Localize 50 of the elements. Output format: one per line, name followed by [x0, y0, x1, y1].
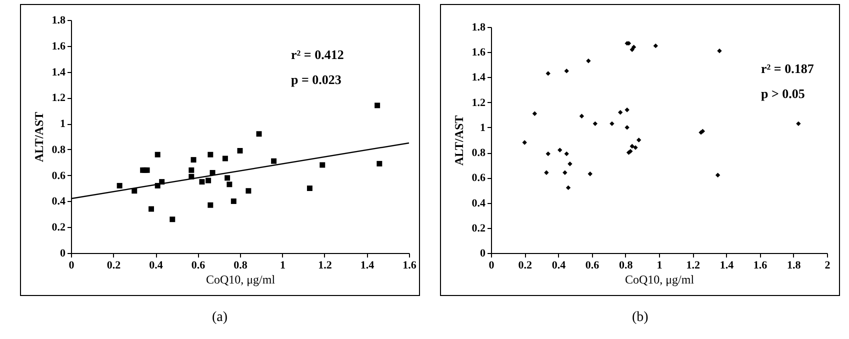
y-tick-label: 0.2: [472, 222, 486, 234]
text: (a): [212, 310, 228, 326]
x-tick-label: 1.6: [402, 260, 417, 272]
y-axis-title: ALT/AST: [32, 112, 46, 162]
x-axis-title: CoQ10, μg/ml: [206, 272, 276, 286]
y-axis-title: ALT/AST: [452, 115, 466, 166]
x-tick-label: 0.8: [234, 260, 248, 272]
y-tick-label: 0.6: [52, 170, 66, 182]
x-tick-label: 0.2: [518, 260, 532, 272]
x-tick-label: 0.2: [106, 260, 122, 272]
annotation: p > 0.05: [761, 86, 806, 101]
x-tick-label: 1.6: [753, 260, 768, 272]
x-tick-label: 0.6: [191, 260, 206, 272]
x-tick-label: 0.8: [619, 260, 634, 272]
text: (b): [632, 310, 648, 326]
x-tick-label: 0: [488, 260, 495, 272]
y-tick-label: 0.8: [52, 144, 66, 156]
y-tick-label: 0.8: [472, 147, 486, 160]
y-tick-label: 0.4: [52, 196, 66, 208]
y-tick-label: 1.8: [52, 14, 66, 26]
annotation: p = 0.023: [291, 72, 342, 87]
y-tick-label: 1.4: [472, 72, 486, 84]
x-tick-label: 1.4: [720, 260, 734, 272]
y-tick-label: 1.2: [472, 96, 486, 109]
y-tick-label: 1: [60, 118, 66, 130]
x-tick-label: 0.6: [585, 260, 600, 272]
x-tick-label: 0.4: [552, 260, 566, 272]
y-tick-label: 1.4: [52, 66, 66, 78]
y-tick-label: 1.6: [472, 46, 486, 59]
annotation: r² = 0.187: [761, 61, 814, 76]
x-tick-label: 1.2: [686, 260, 700, 272]
y-tick-label: 1: [480, 122, 486, 134]
annotation: r² = 0.412: [291, 47, 344, 62]
y-tick-label: 0.6: [472, 172, 486, 184]
y-tick-label: 0: [60, 248, 66, 260]
x-tick-label: 0: [68, 260, 75, 272]
y-tick-label: 0: [480, 248, 486, 260]
x-tick-label: 1.2: [318, 260, 332, 272]
y-tick-label: 0.2: [52, 222, 66, 234]
x-tick-label: 0.4: [149, 260, 164, 272]
y-tick-label: 1.8: [472, 22, 486, 34]
x-tick-label: 1.4: [360, 260, 375, 272]
x-tick-label: 1: [280, 260, 286, 272]
x-axis-title: CoQ10, μg/ml: [624, 272, 695, 286]
y-tick-label: 0.4: [472, 197, 486, 210]
y-tick-label: 1.2: [52, 92, 66, 104]
x-tick-label: 1.8: [787, 260, 802, 272]
y-tick-label: 1.6: [52, 40, 66, 52]
x-tick-label: 1: [656, 260, 662, 272]
x-tick-label: 2: [824, 260, 831, 272]
